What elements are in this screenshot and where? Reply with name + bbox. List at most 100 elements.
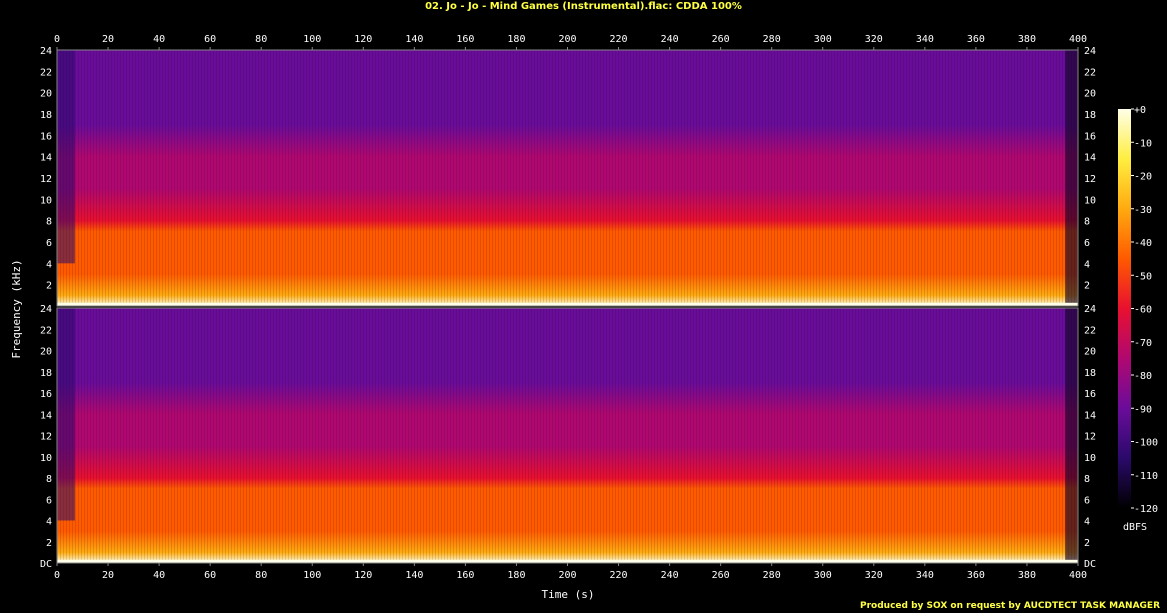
x-tick-label-bottom: 240 xyxy=(661,570,679,581)
colorbar-label: dBFS xyxy=(1123,522,1147,533)
y-tick-label-left: 16 xyxy=(40,131,52,142)
x-tick-label-bottom: 80 xyxy=(255,570,267,581)
y-tick-label-right: 24 xyxy=(1084,46,1096,57)
y-tick-label-right: 22 xyxy=(1084,67,1096,78)
y-tick-label-left: 16 xyxy=(40,389,52,400)
x-tick-label-bottom: 280 xyxy=(763,570,781,581)
y-tick-label-right: 22 xyxy=(1084,325,1096,336)
y-tick-label-right: 20 xyxy=(1084,89,1096,100)
y-tick-label-left: DC xyxy=(40,559,52,570)
intro-silence xyxy=(57,50,75,264)
x-tick-label-top: 280 xyxy=(763,34,781,45)
x-tick-label-top: 180 xyxy=(507,34,525,45)
y-tick-label-right: 12 xyxy=(1084,174,1096,185)
y-tick-label-right: 2 xyxy=(1084,281,1090,292)
colorbar-tick-label: -10 xyxy=(1134,138,1152,149)
colorbar-tick-label: -80 xyxy=(1134,371,1152,382)
y-tick-label-right: 4 xyxy=(1084,517,1090,528)
x-tick-label-bottom: 400 xyxy=(1069,570,1087,581)
channel-panel-1 xyxy=(56,49,1079,307)
y-tick-label-right: 10 xyxy=(1084,453,1096,464)
colorbar-tick-label: -120 xyxy=(1134,504,1158,515)
x-tick-label-bottom: 120 xyxy=(354,570,372,581)
colorbar-tick-label: -110 xyxy=(1134,471,1158,482)
y-tick-label-right: 24 xyxy=(1084,304,1096,315)
y-tick-label-left: 4 xyxy=(46,259,52,270)
x-tick-label-bottom: 380 xyxy=(1018,570,1036,581)
y-tick-label-left: 22 xyxy=(40,67,52,78)
x-tick-label-bottom: 260 xyxy=(712,570,730,581)
x-tick-label-bottom: 180 xyxy=(507,570,525,581)
colorbar-tick-label: -100 xyxy=(1134,438,1158,449)
x-tick-label-bottom: 140 xyxy=(405,570,423,581)
colorbar-tick-label: -50 xyxy=(1134,271,1152,282)
spectrum-texture xyxy=(57,50,1078,306)
y-tick-label-right: 14 xyxy=(1084,410,1096,421)
y-tick-label-right: 6 xyxy=(1084,238,1090,249)
spectrum-texture xyxy=(57,308,1078,563)
x-tick-label-top: 340 xyxy=(916,34,934,45)
y-tick-label-right: 8 xyxy=(1084,217,1090,228)
y-tick-label-left: 8 xyxy=(46,217,52,228)
y-tick-label-left: 2 xyxy=(46,538,52,549)
x-tick-label-top: 0 xyxy=(54,34,60,45)
y-tick-label-right: 6 xyxy=(1084,495,1090,506)
x-tick-label-top: 80 xyxy=(255,34,267,45)
outro-fade xyxy=(1065,308,1078,563)
x-tick-label-bottom: 340 xyxy=(916,570,934,581)
x-tick-label-top: 20 xyxy=(102,34,114,45)
y-tick-label-left: 4 xyxy=(46,517,52,528)
colorbar-tick-label: -20 xyxy=(1134,172,1152,183)
chart-title: 02. Jo - Jo - Mind Games (Instrumental).… xyxy=(425,1,742,12)
x-tick-label-top: 160 xyxy=(456,34,474,45)
x-axis-label: Time (s) xyxy=(542,588,595,601)
y-tick-label-left: 12 xyxy=(40,432,52,443)
x-tick-label-bottom: 40 xyxy=(153,570,165,581)
y-tick-label-right: 20 xyxy=(1084,347,1096,358)
y-tick-label-right: 18 xyxy=(1084,110,1096,121)
colorbar-tick-label: -70 xyxy=(1134,338,1152,349)
y-tick-label-left: 22 xyxy=(40,325,52,336)
outro-fade xyxy=(1065,50,1078,306)
x-tick-label-top: 140 xyxy=(405,34,423,45)
x-tick-label-top: 60 xyxy=(204,34,216,45)
y-tick-label-right: 16 xyxy=(1084,131,1096,142)
x-tick-label-top: 100 xyxy=(303,34,321,45)
colorbar-tick-label: -90 xyxy=(1134,404,1152,415)
channel-panel-2 xyxy=(56,307,1079,564)
y-tick-label-left: 14 xyxy=(40,410,52,421)
x-tick-label-top: 200 xyxy=(558,34,576,45)
x-tick-label-top: 300 xyxy=(814,34,832,45)
x-tick-label-bottom: 60 xyxy=(204,570,216,581)
x-tick-label-bottom: 200 xyxy=(558,570,576,581)
y-tick-label-right: 2 xyxy=(1084,538,1090,549)
y-tick-label-left: 2 xyxy=(46,281,52,292)
y-tick-label-left: 24 xyxy=(40,304,52,315)
x-tick-label-bottom: 300 xyxy=(814,570,832,581)
y-tick-label-left: 10 xyxy=(40,453,52,464)
intro-silence xyxy=(57,308,75,521)
x-tick-label-top: 320 xyxy=(865,34,883,45)
y-tick-label-left: 12 xyxy=(40,174,52,185)
colorbar-tick-label: -40 xyxy=(1134,238,1152,249)
y-tick-label-left: 6 xyxy=(46,238,52,249)
y-tick-label-left: 8 xyxy=(46,474,52,485)
x-tick-label-bottom: 0 xyxy=(54,570,60,581)
y-tick-label-right: 16 xyxy=(1084,389,1096,400)
y-tick-label-left: 18 xyxy=(40,368,52,379)
x-tick-label-bottom: 100 xyxy=(303,570,321,581)
y-tick-label-right: 10 xyxy=(1084,195,1096,206)
y-tick-label-right: 8 xyxy=(1084,474,1090,485)
y-axis-label: Frequency (kHz) xyxy=(10,259,23,358)
channel-panels xyxy=(56,49,1079,564)
dc-band xyxy=(57,559,1078,563)
x-tick-label-top: 120 xyxy=(354,34,372,45)
x-tick-label-top: 380 xyxy=(1018,34,1036,45)
y-tick-label-right: 12 xyxy=(1084,432,1096,443)
x-tick-label-top: 400 xyxy=(1069,34,1087,45)
dc-band xyxy=(57,302,1078,306)
colorbar-tick-label: -30 xyxy=(1134,205,1152,216)
colorbar-tick-label: -60 xyxy=(1134,305,1152,316)
